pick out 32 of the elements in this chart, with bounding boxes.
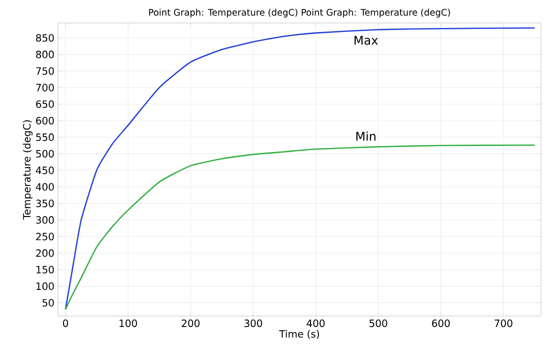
x-tick-label: 400 [306, 320, 325, 328]
y-tick-label: 200 [36, 249, 54, 257]
y-tick-label: 450 [36, 166, 54, 174]
x-tick-label: 200 [182, 320, 200, 328]
series-label: Min [356, 132, 376, 141]
y-axis-title: Temperature (degC) [22, 120, 33, 220]
series-label: Max [354, 36, 378, 45]
y-tick-label: 850 [36, 34, 54, 42]
y-tick-label: 800 [36, 50, 54, 58]
x-tick-label: 300 [244, 320, 262, 328]
x-tick-label: 700 [494, 320, 512, 328]
y-tick-label: 300 [36, 216, 54, 224]
y-tick-label: 100 [36, 282, 54, 290]
x-axis-title: Time (s) [279, 330, 319, 339]
y-tick-label: 50 [42, 298, 54, 307]
y-tick-label: 550 [36, 133, 54, 141]
y-tick-label: 750 [36, 67, 54, 75]
y-tick-label: 400 [36, 183, 54, 191]
y-tick-label: 600 [36, 116, 54, 124]
y-tick-label: 700 [36, 84, 54, 92]
y-tick-label: 650 [36, 100, 54, 108]
x-tick-label: 0 [62, 320, 68, 328]
line-series [64, 144, 536, 310]
y-tick-label: 250 [36, 232, 54, 240]
chart-title: Point Graph: Temperature (degC) Point Graph: Temperature (degC) [149, 8, 450, 18]
x-tick-label: 500 [370, 320, 388, 328]
y-tick-label: 500 [36, 150, 54, 158]
y-tick-label: 350 [36, 200, 54, 208]
x-tick-label: 100 [120, 320, 137, 328]
y-tick-label: 150 [36, 266, 54, 274]
line-series [64, 27, 536, 310]
x-tick-label: 600 [432, 320, 450, 328]
